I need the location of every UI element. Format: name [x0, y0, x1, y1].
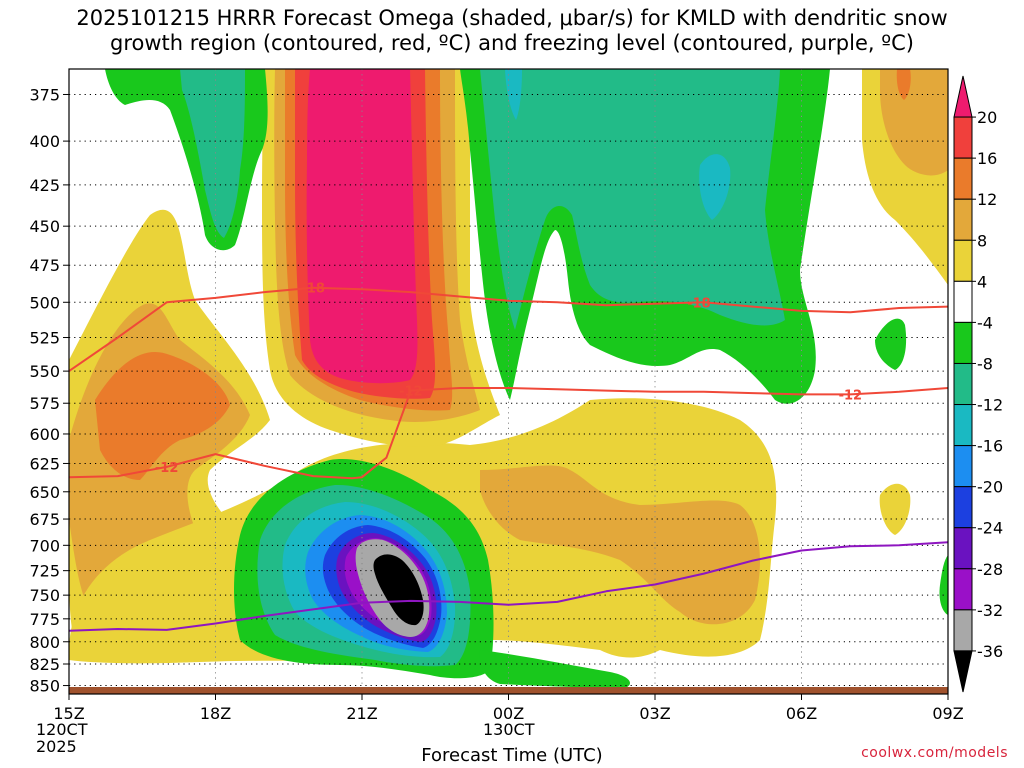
y-tick-label: 725 — [29, 562, 60, 581]
y-tick-label: 575 — [29, 394, 60, 413]
y-tick-label: 700 — [29, 536, 60, 555]
contour-dendritic-18c — [69, 286, 948, 372]
y-tick-label: 650 — [29, 483, 60, 502]
x-tick-label: 09Z — [932, 704, 963, 723]
colorbar-segment — [953, 404, 973, 447]
colorbar-segment — [953, 527, 973, 570]
x-axis-title: Forecast Time (UTC) — [421, 745, 603, 766]
colorbar-segment — [953, 280, 973, 323]
chart-title-line1: 2025101215 HRRR Forecast Omega (shaded, … — [76, 6, 948, 30]
omega-fill-core-black — [373, 554, 424, 626]
omega-fill-east-small-yellow — [879, 483, 911, 535]
y-tick-label: 375 — [29, 85, 60, 104]
y-tick-label: 500 — [29, 293, 60, 312]
colorbar-cap-top — [953, 75, 973, 118]
date-label-12oct-line1: 120CT — [36, 720, 88, 739]
colorbar-segment — [953, 157, 973, 200]
colorbar-label: -28 — [977, 560, 1003, 579]
x-tick-label: 03Z — [639, 704, 670, 723]
x-tick-label: 15Z — [53, 704, 84, 723]
chart-title-line2: growth region (contoured, red, ºC) and f… — [110, 31, 914, 55]
y-tick-label: 525 — [29, 329, 60, 348]
omega-fill-east-green-edge — [939, 555, 948, 615]
y-tick-label: 800 — [29, 633, 60, 652]
x-tick-label: 18Z — [200, 704, 231, 723]
contour-lines: -18 -18 -12 -12 -12 — [69, 282, 948, 632]
x-axis: 15Z 18Z 21Z 00Z 03Z 06Z 09Z — [53, 694, 964, 723]
colorbar-segment — [953, 362, 973, 406]
contour-label: -18 — [687, 296, 711, 311]
colorbar-segment — [953, 445, 973, 488]
colorbar-label: -24 — [977, 519, 1003, 538]
y-tick-label: 850 — [29, 677, 60, 696]
contour-dendritic-12c — [69, 387, 948, 480]
colorbar: 20 16 12 8 4 -4 -8 -12 -16 -20 -24 -28 -32 -36 — [953, 75, 1003, 693]
colorbar-label: 12 — [977, 190, 997, 209]
y-tick-label: 400 — [29, 132, 60, 151]
date-label-13oct-line1: 130CT — [483, 720, 535, 739]
ground-strip — [69, 687, 948, 694]
y-tick-label: 750 — [29, 586, 60, 605]
colorbar-segment — [953, 568, 973, 611]
colorbar-segment — [953, 239, 973, 282]
contour-freezing-level-0c — [69, 541, 948, 632]
x-tick-label: 00Z — [493, 704, 524, 723]
omega-fill-east-green-blob — [875, 318, 907, 370]
omega-fill-northeast-orange — [880, 69, 948, 176]
contour-label: -18 — [301, 282, 325, 297]
y-tick-label: 825 — [29, 655, 60, 674]
colorbar-cap-bottom — [953, 650, 973, 693]
colorbar-label: 16 — [977, 149, 997, 168]
colorbar-label: -20 — [977, 478, 1003, 497]
colorbar-segment — [953, 321, 973, 364]
y-tick-label: 775 — [29, 610, 60, 629]
date-label-12oct-line2: 2025 — [36, 737, 77, 756]
colorbar-label: -32 — [977, 601, 1003, 620]
contour-label: -12 — [399, 385, 423, 400]
colorbar-segment — [953, 116, 973, 159]
y-tick-label: 550 — [29, 362, 60, 381]
y-tick-label: 600 — [29, 425, 60, 444]
date-label-12oct: 120CT 2025 — [36, 721, 87, 755]
date-label-13oct: 130CT — [483, 721, 534, 738]
x-tick-label: 06Z — [786, 704, 817, 723]
colorbar-label: -4 — [977, 313, 993, 332]
credit-link[interactable]: coolwx.com/models — [861, 745, 1008, 761]
omega-fill-north-teal1 — [180, 69, 245, 238]
colorbar-label: 20 — [977, 108, 997, 127]
omega-fill-center-cyan2 — [699, 154, 731, 220]
colorbar-segment — [953, 486, 973, 529]
omega-fill-northeast-orange8 — [896, 69, 911, 100]
omega-fill-west-orange8 — [95, 352, 230, 480]
colorbar-label: -16 — [977, 437, 1003, 456]
omega-fill-center-cyan1 — [505, 69, 522, 120]
y-tick-label: 675 — [29, 510, 60, 529]
y-tick-label: 425 — [29, 176, 60, 195]
chart-title: 2025101215 HRRR Forecast Omega (shaded, … — [0, 6, 1024, 56]
omega-fill-core-green-ext — [479, 650, 630, 688]
colorbar-label: -12 — [977, 396, 1003, 415]
x-tick-label: 21Z — [346, 704, 377, 723]
colorbar-segment — [953, 198, 973, 241]
y-tick-label: 450 — [29, 217, 60, 236]
contour-label: -12 — [155, 461, 179, 476]
y-tick-label: 475 — [29, 256, 60, 275]
y-tick-label: 625 — [29, 454, 60, 473]
omega-fill-south-orange — [480, 465, 760, 625]
colorbar-segment — [953, 609, 973, 652]
y-axis: 375 400 425 450 475 500 525 550 575 600 625 650 675 7… — [29, 85, 69, 696]
colorbar-label: -8 — [977, 354, 993, 373]
contour-label: -12 — [839, 388, 863, 403]
colorbar-label: 4 — [977, 272, 987, 291]
colorbar-label: -36 — [977, 642, 1003, 661]
colorbar-label: 8 — [977, 231, 987, 250]
grid-lines — [69, 69, 948, 694]
